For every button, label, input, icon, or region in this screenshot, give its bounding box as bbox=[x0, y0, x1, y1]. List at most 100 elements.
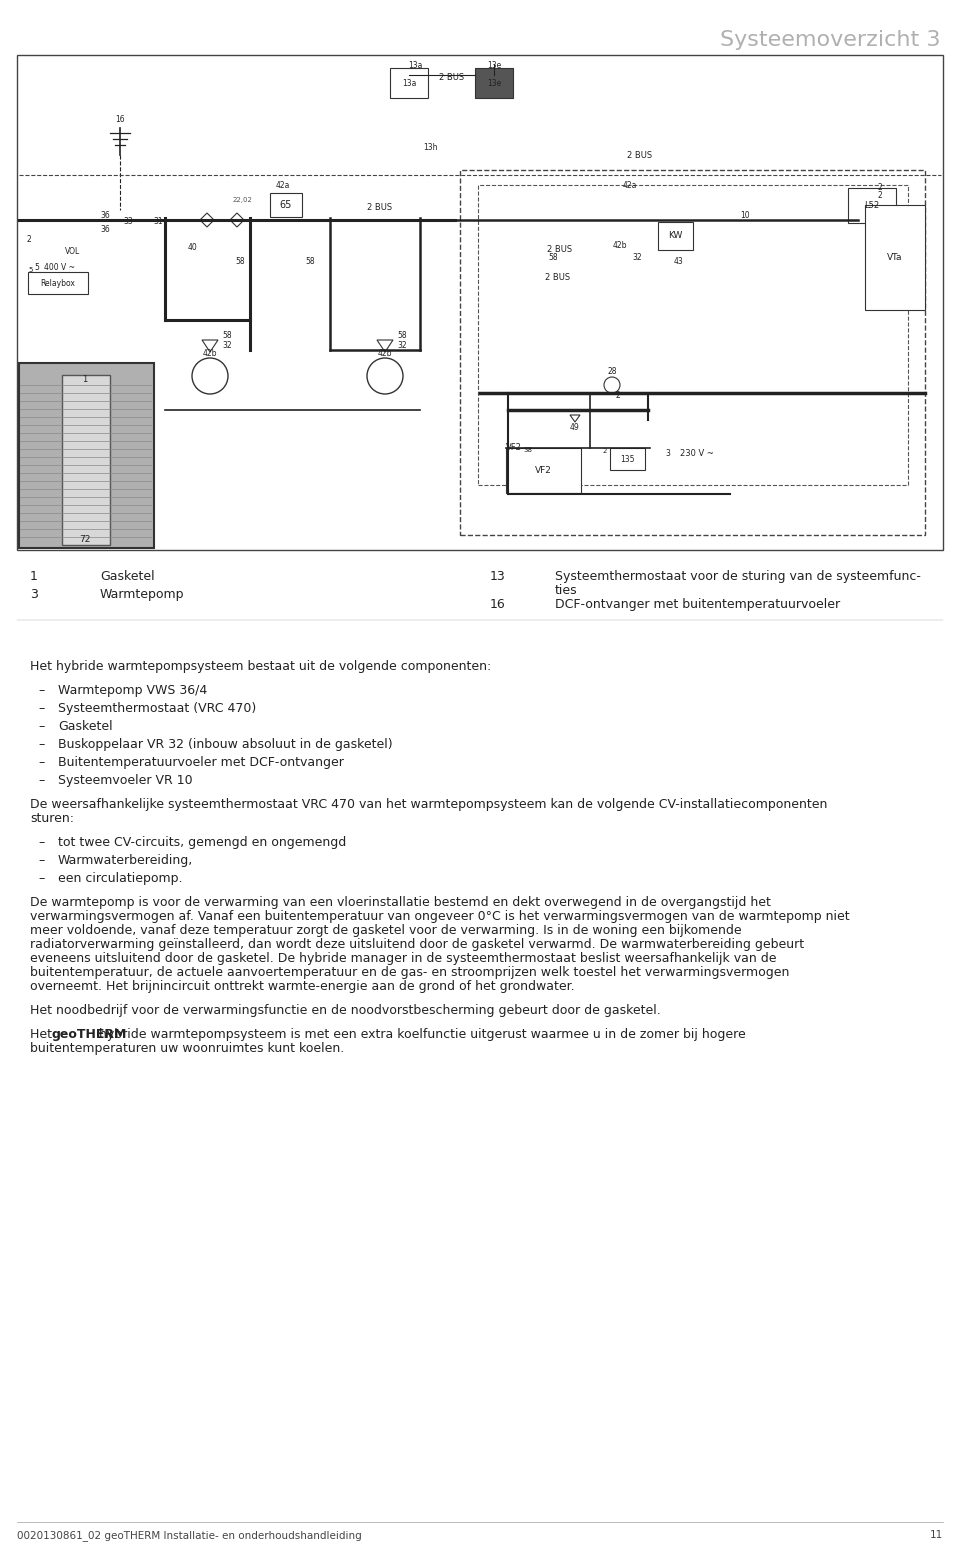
Text: 36: 36 bbox=[100, 225, 109, 234]
Text: 42b: 42b bbox=[203, 349, 217, 357]
Bar bbox=[62, 375, 110, 544]
Text: Warmwaterbereiding,: Warmwaterbereiding, bbox=[58, 855, 193, 867]
Text: 33: 33 bbox=[123, 217, 132, 226]
Text: –: – bbox=[38, 755, 44, 769]
Text: een circulatiepomp.: een circulatiepomp. bbox=[58, 872, 182, 886]
Text: 13e: 13e bbox=[487, 79, 501, 87]
Text: 5: 5 bbox=[35, 264, 39, 273]
Text: 1: 1 bbox=[83, 375, 87, 385]
Text: –: – bbox=[38, 738, 44, 751]
Text: VF2: VF2 bbox=[506, 444, 522, 453]
Bar bbox=[390, 68, 428, 98]
Text: 32: 32 bbox=[222, 341, 231, 351]
Text: 10: 10 bbox=[740, 211, 750, 220]
Text: eveneens uitsluitend door de gasketel. De hybride manager in de systeemthermosta: eveneens uitsluitend door de gasketel. D… bbox=[30, 952, 777, 965]
Bar bbox=[19, 363, 154, 548]
Text: 42a: 42a bbox=[276, 180, 290, 189]
Text: De warmtepomp is voor de verwarming van een vloerinstallatie bestemd en dekt ove: De warmtepomp is voor de verwarming van … bbox=[30, 896, 771, 909]
Bar bbox=[478, 185, 908, 485]
Text: 31: 31 bbox=[154, 217, 163, 226]
Text: 40: 40 bbox=[187, 244, 197, 253]
Text: 2: 2 bbox=[877, 191, 882, 200]
Text: Buitentemperatuurvoeler met DCF-ontvanger: Buitentemperatuurvoeler met DCF-ontvange… bbox=[58, 755, 344, 769]
Text: –: – bbox=[38, 720, 44, 734]
Text: De weersafhankelijke systeemthermostaat VRC 470 van het warmtepompsysteem kan de: De weersafhankelijke systeemthermostaat … bbox=[30, 799, 828, 811]
Text: 5: 5 bbox=[28, 267, 33, 273]
Text: 2: 2 bbox=[27, 236, 32, 245]
Text: 42b: 42b bbox=[612, 240, 627, 250]
Bar bbox=[475, 68, 513, 98]
Text: 135: 135 bbox=[620, 454, 635, 464]
Text: hybride warmtepompsysteem is met een extra koelfunctie uitgerust waarmee u in de: hybride warmtepompsysteem is met een ext… bbox=[95, 1028, 746, 1041]
Text: Systeemthermostaat voor de sturing van de systeemfunc-: Systeemthermostaat voor de sturing van d… bbox=[555, 571, 921, 583]
Text: 1: 1 bbox=[30, 571, 37, 583]
Text: 230 V ~: 230 V ~ bbox=[680, 448, 714, 458]
Text: DCF-ontvanger met buitentemperatuurvoeler: DCF-ontvanger met buitentemperatuurvoele… bbox=[555, 599, 840, 611]
Text: Relaybox: Relaybox bbox=[40, 279, 76, 287]
Text: 32: 32 bbox=[633, 253, 642, 262]
Text: sturen:: sturen: bbox=[30, 813, 74, 825]
Text: verwarmingsvermogen af. Vanaf een buitentemperatuur van ongeveer 0°C is het verw: verwarmingsvermogen af. Vanaf een buiten… bbox=[30, 910, 850, 923]
Text: VOL: VOL bbox=[65, 248, 81, 256]
Text: 2 BUS: 2 BUS bbox=[547, 245, 572, 254]
Text: 65: 65 bbox=[279, 200, 292, 209]
Polygon shape bbox=[377, 340, 393, 352]
Text: buitentemperaturen uw woonruimtes kunt koelen.: buitentemperaturen uw woonruimtes kunt k… bbox=[30, 1042, 345, 1055]
Text: Gasketel: Gasketel bbox=[100, 571, 155, 583]
Text: VTa: VTa bbox=[887, 253, 902, 262]
Polygon shape bbox=[230, 212, 244, 226]
Bar bbox=[28, 271, 88, 295]
Text: 13a: 13a bbox=[408, 60, 422, 70]
Bar bbox=[658, 222, 693, 250]
Text: geoTHERM: geoTHERM bbox=[52, 1028, 127, 1041]
Text: Systeemthermostaat (VRC 470): Systeemthermostaat (VRC 470) bbox=[58, 703, 256, 715]
Text: 2 BUS: 2 BUS bbox=[440, 73, 465, 82]
Text: 11: 11 bbox=[929, 1529, 943, 1540]
Text: 13a: 13a bbox=[402, 79, 417, 87]
Text: 32: 32 bbox=[397, 341, 407, 351]
Text: 2 BUS: 2 BUS bbox=[628, 150, 653, 160]
Text: radiatorverwarming geïnstalleerd, dan wordt deze uitsluitend door de gasketel ve: radiatorverwarming geïnstalleerd, dan wo… bbox=[30, 938, 804, 951]
Text: 2: 2 bbox=[877, 183, 882, 192]
Text: 36: 36 bbox=[100, 211, 109, 220]
Text: 13e: 13e bbox=[487, 60, 501, 70]
Text: –: – bbox=[38, 684, 44, 696]
Text: 16: 16 bbox=[490, 599, 506, 611]
Text: 58: 58 bbox=[548, 253, 558, 262]
Bar bbox=[506, 448, 581, 493]
Text: 3: 3 bbox=[665, 448, 670, 458]
Text: Gasketel: Gasketel bbox=[58, 720, 112, 734]
Text: 28: 28 bbox=[608, 368, 616, 377]
Text: 58: 58 bbox=[222, 330, 231, 340]
Text: 58: 58 bbox=[397, 330, 407, 340]
Text: Warmtepomp: Warmtepomp bbox=[100, 588, 184, 600]
Text: 400 V ~: 400 V ~ bbox=[44, 264, 76, 273]
Text: 72: 72 bbox=[80, 535, 90, 544]
Text: 0020130861_02 geoTHERM Installatie- en onderhoudshandleiding: 0020130861_02 geoTHERM Installatie- en o… bbox=[17, 1529, 362, 1540]
Text: 2: 2 bbox=[615, 391, 620, 400]
Text: KW: KW bbox=[668, 231, 683, 240]
Text: tot twee CV-circuits, gemengd en ongemengd: tot twee CV-circuits, gemengd en ongemen… bbox=[58, 836, 347, 848]
Text: ties: ties bbox=[555, 585, 578, 597]
Text: 42b: 42b bbox=[377, 349, 393, 357]
Bar bbox=[865, 205, 925, 310]
Text: 13h: 13h bbox=[422, 144, 437, 152]
Text: meer voldoende, vanaf deze temperatuur zorgt de gasketel voor de verwarming. Is : meer voldoende, vanaf deze temperatuur z… bbox=[30, 924, 742, 937]
Bar bbox=[17, 54, 943, 551]
Text: 13: 13 bbox=[490, 571, 506, 583]
Text: 2: 2 bbox=[603, 448, 607, 454]
Text: –: – bbox=[38, 836, 44, 848]
Text: VF2: VF2 bbox=[535, 465, 552, 475]
Text: –: – bbox=[38, 703, 44, 715]
Polygon shape bbox=[200, 212, 214, 226]
Text: 3: 3 bbox=[30, 588, 37, 600]
Text: 49: 49 bbox=[570, 423, 580, 433]
Bar bbox=[848, 188, 896, 223]
Text: overneemt. Het brijnincircuit onttrekt warmte-energie aan de grond of het grondw: overneemt. Het brijnincircuit onttrekt w… bbox=[30, 980, 575, 993]
Text: Buskoppelaar VR 32 (inbouw absoluut in de gasketel): Buskoppelaar VR 32 (inbouw absoluut in d… bbox=[58, 738, 393, 751]
Text: L52: L52 bbox=[864, 202, 879, 209]
Text: 38: 38 bbox=[523, 447, 533, 453]
Polygon shape bbox=[570, 416, 580, 422]
Bar bbox=[270, 192, 302, 217]
Text: 22,02: 22,02 bbox=[232, 197, 252, 203]
